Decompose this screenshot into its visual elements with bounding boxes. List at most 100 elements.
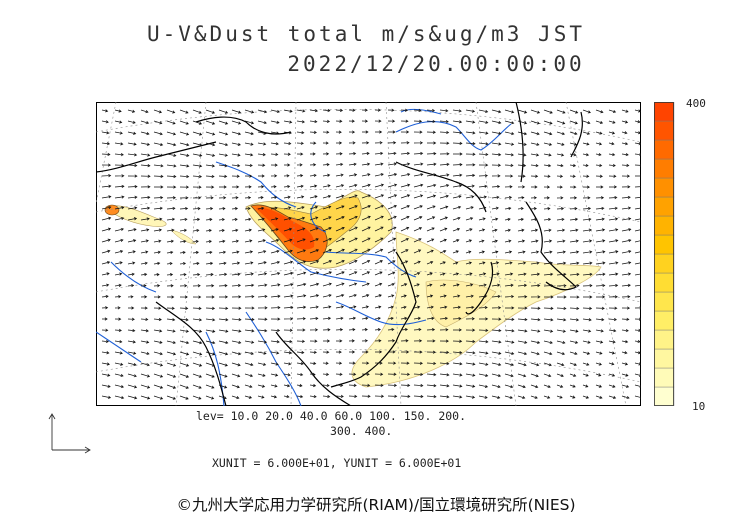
wind-arrow — [387, 173, 398, 177]
wind-arrow — [595, 228, 606, 232]
wind-arrow — [530, 207, 537, 211]
wind-arrow — [179, 295, 188, 299]
wind-arrow — [439, 373, 450, 377]
wind-arrow — [101, 174, 112, 178]
wind-arrow — [582, 163, 589, 168]
wind-arrow — [582, 131, 591, 135]
wind-arrow — [140, 142, 151, 146]
wind-arrow — [166, 120, 176, 125]
wind-arrow — [244, 174, 253, 178]
wind-arrow — [244, 163, 253, 168]
wind-arrow — [426, 141, 437, 145]
wind-arrow — [205, 153, 216, 157]
wind-arrow — [257, 373, 266, 377]
wind-arrow — [556, 153, 565, 157]
wind-arrow — [452, 294, 461, 298]
wind-arrow — [244, 395, 253, 399]
wind-arrow — [205, 217, 213, 222]
wind-arrow — [634, 395, 641, 400]
wind-arrow — [283, 195, 291, 199]
wind-arrow — [400, 339, 409, 343]
wind-arrow — [504, 340, 515, 344]
wind-arrow — [205, 384, 215, 389]
wind-arrow — [569, 196, 578, 200]
wind-arrow — [634, 229, 641, 232]
wind-arrow — [452, 384, 463, 388]
wind-arrow — [491, 250, 499, 254]
wind-arrow — [166, 284, 174, 288]
wind-arrow — [257, 174, 265, 178]
wind-arrow — [140, 164, 151, 168]
wind-arrow — [218, 153, 228, 157]
wind-arrow — [101, 395, 112, 399]
wind-arrow — [114, 384, 124, 389]
wind-arrow — [244, 306, 255, 310]
wind-arrow — [504, 120, 515, 125]
wind-arrow — [322, 260, 333, 265]
wind-arrow — [634, 174, 641, 178]
wind-arrow — [361, 350, 369, 354]
wind-arrow — [192, 228, 200, 233]
wind-arrow — [608, 295, 618, 299]
wind-arrow — [465, 120, 476, 124]
wind-arrow — [439, 184, 450, 188]
wind-arrow — [517, 109, 528, 114]
wind-arrow — [465, 195, 475, 199]
wind-arrow — [465, 384, 476, 388]
wind-arrow — [296, 339, 306, 343]
wind-arrow — [426, 272, 433, 276]
wind-arrow — [517, 317, 528, 322]
wind-arrow — [491, 261, 500, 265]
wind-arrow — [335, 259, 345, 265]
wind-arrow — [530, 395, 538, 399]
wind-arrow — [153, 120, 163, 125]
wind-arrow — [296, 350, 305, 355]
wind-arrow — [231, 272, 241, 276]
wind-arrow — [634, 142, 641, 146]
wind-arrow — [140, 131, 150, 136]
wind-arrow — [335, 282, 345, 287]
wind-arrow — [270, 195, 278, 200]
wind-arrow — [530, 306, 541, 310]
wind-arrow — [296, 130, 305, 135]
wind-arrow — [348, 215, 358, 221]
wind-arrow — [179, 284, 188, 288]
wind-arrow — [127, 174, 138, 178]
wind-arrow — [621, 317, 630, 321]
wind-arrow — [153, 373, 164, 378]
wind-arrow — [465, 173, 476, 178]
colorbar-swatch — [654, 196, 675, 217]
wind-arrow — [361, 183, 371, 188]
wind-arrow — [218, 164, 228, 168]
wind-arrow — [270, 152, 279, 156]
wind-arrow — [439, 362, 450, 366]
wind-arrow — [582, 306, 593, 310]
wind-arrow — [543, 373, 552, 378]
wind-arrow — [439, 227, 448, 232]
wind-arrow — [595, 351, 603, 355]
wind-arrow — [426, 205, 436, 210]
wind-arrow — [127, 109, 136, 113]
wind-arrow — [231, 207, 239, 211]
wind-arrow — [296, 184, 304, 188]
wind-arrow — [582, 318, 592, 322]
wind-vectors — [101, 108, 641, 400]
wind-arrow — [517, 351, 528, 356]
wind-arrow — [439, 120, 449, 124]
wind-arrow — [127, 328, 136, 333]
wind-arrow — [426, 130, 436, 134]
colorbar-swatch — [654, 139, 675, 160]
wind-arrow — [244, 329, 255, 333]
wind-arrow — [413, 108, 422, 112]
wind-arrow — [296, 249, 306, 254]
wind-arrow — [270, 217, 279, 221]
wind-arrow — [322, 361, 329, 365]
wind-arrow — [218, 362, 228, 367]
wind-arrow — [634, 131, 641, 135]
colorbar-swatch — [654, 272, 675, 293]
wind-arrow — [504, 228, 511, 232]
wind-arrow — [504, 261, 513, 265]
wind-arrow — [244, 153, 254, 157]
wind-arrow — [231, 109, 242, 114]
wind-arrow — [283, 163, 291, 167]
